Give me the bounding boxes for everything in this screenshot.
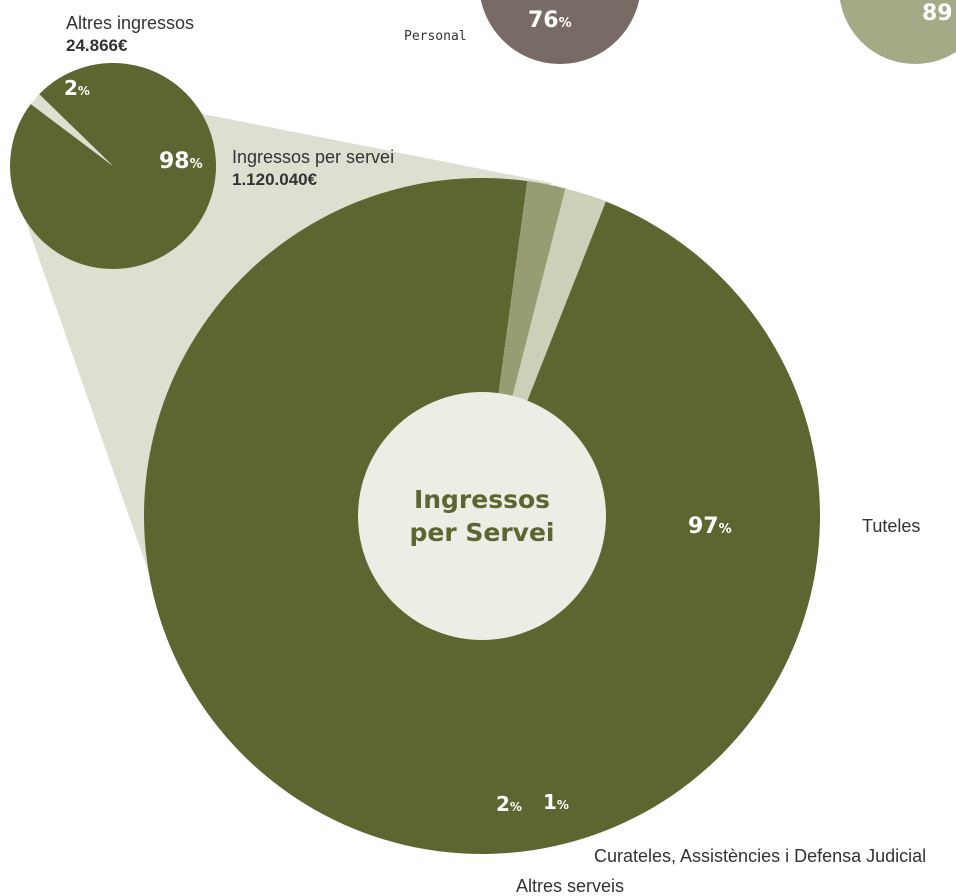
donut-center-title-2: per Servei bbox=[410, 518, 555, 547]
service-income-amount: 1.120.040€ bbox=[232, 170, 318, 189]
service-income-label: Ingressos per servei bbox=[232, 147, 394, 167]
curateles-pct: 1% bbox=[543, 790, 569, 814]
tuteles-label: Tuteles bbox=[862, 516, 920, 536]
curateles-label: Curateles, Assistències i Defensa Judici… bbox=[594, 846, 926, 866]
altres-pct: 2% bbox=[496, 792, 522, 816]
other-income-label: Altres ingressos bbox=[66, 13, 194, 33]
personal-circle bbox=[480, 0, 640, 64]
small-other-pct: 2% bbox=[64, 76, 90, 100]
tuteles-pct: 97% bbox=[688, 514, 732, 539]
personal-label: Personal bbox=[404, 29, 467, 44]
small-pie bbox=[9, 63, 217, 270]
small-pie-slice-other bbox=[30, 94, 114, 166]
small-service-pct: 98% bbox=[159, 149, 203, 174]
other-income-amount: 24.866€ bbox=[66, 36, 128, 55]
donut-center bbox=[358, 392, 606, 640]
right-top-pct: 89 bbox=[922, 1, 953, 26]
big-donut bbox=[143, 177, 820, 855]
personal-pct: 76% bbox=[528, 8, 572, 33]
right-top-circle bbox=[839, 0, 956, 64]
altres-label: Altres serveis bbox=[516, 876, 624, 896]
small-pie-slice-service bbox=[9, 63, 217, 270]
donut-center-title-1: Ingressos bbox=[414, 485, 550, 514]
